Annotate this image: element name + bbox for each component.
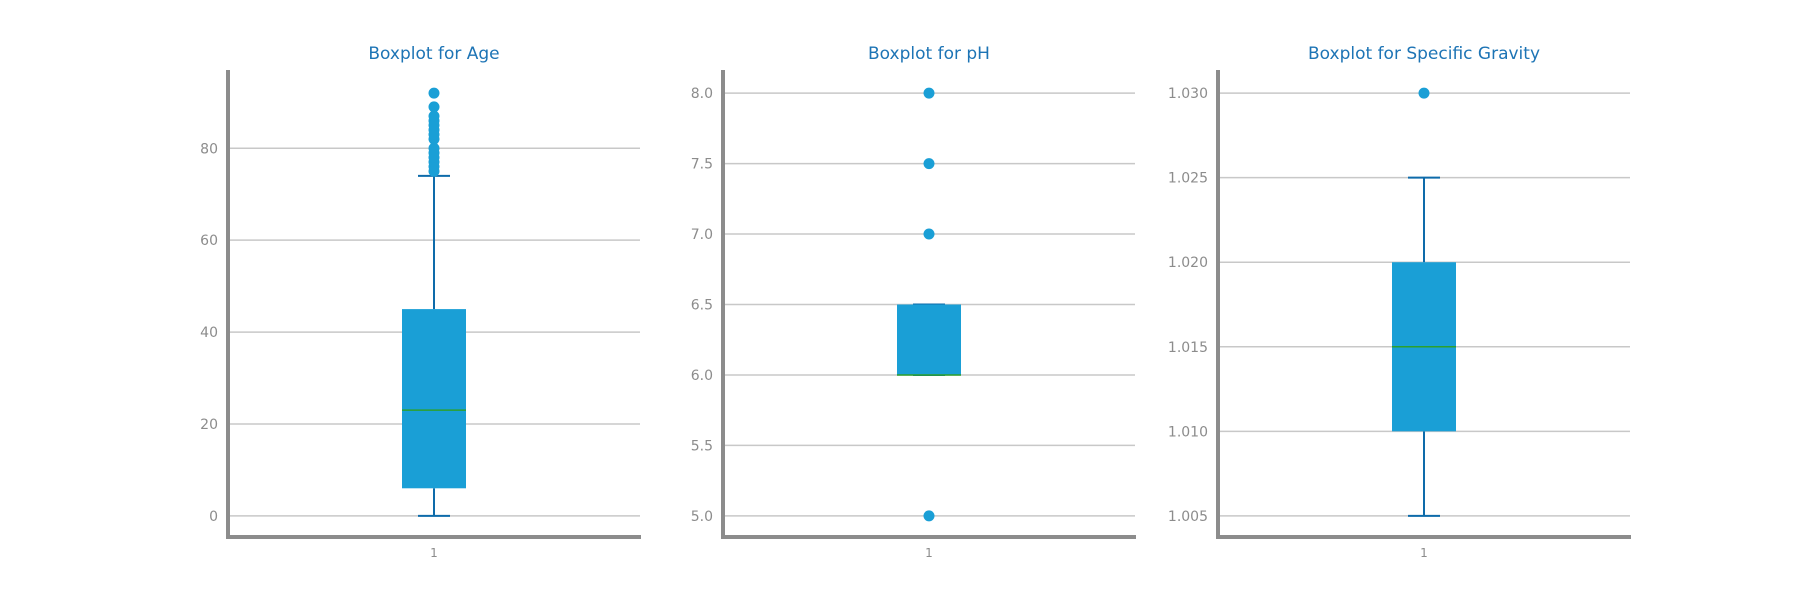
x-tick-label: 1 (430, 546, 438, 560)
y-tick-label: 1.020 (1168, 255, 1208, 271)
outlier-point (923, 510, 935, 522)
y-tick-label: 1.025 (1168, 171, 1208, 187)
chart-title: Boxplot for Age (368, 44, 499, 64)
y-tick-label: 6.0 (691, 368, 713, 384)
outlier-point (923, 158, 935, 170)
y-tick-label: 20 (200, 417, 218, 433)
outlier-point (428, 110, 440, 122)
y-tick-label: 60 (200, 233, 218, 249)
chart-panel-2: 5.0 5.5 6.0 6.5 7.0 7.5 8.0 1 Boxplot for pH (691, 44, 1136, 560)
outlier-point (1418, 87, 1430, 99)
y-tick-label: 40 (200, 325, 218, 341)
chart-title: Boxplot for Specific Gravity (1308, 44, 1540, 64)
outlier-point (428, 87, 440, 99)
y-tick-label: 8.0 (691, 86, 713, 102)
y-tick-label: 7.5 (691, 157, 713, 173)
y-tick-label: 80 (200, 141, 218, 157)
y-tick-label: 6.5 (691, 298, 713, 314)
chart-title: Boxplot for pH (868, 44, 990, 64)
chart-panel-1: 0 20 40 60 80 1 Boxplot for Age (200, 44, 641, 560)
x-tick-label: 1 (1420, 546, 1428, 560)
y-tick-label: 1.030 (1168, 86, 1208, 102)
y-tick-label: 0 (209, 509, 218, 525)
iqr-box (402, 309, 466, 489)
x-tick-label: 1 (925, 546, 933, 560)
y-tick-label: 5.5 (691, 438, 713, 454)
y-tick-label: 5.0 (691, 509, 713, 525)
outlier-point (428, 101, 440, 113)
outlier-point (428, 142, 440, 154)
iqr-box (897, 304, 961, 375)
y-tick-label: 1.005 (1168, 509, 1208, 525)
y-tick-label: 1.010 (1168, 424, 1208, 440)
outlier-point (923, 228, 935, 240)
outlier-point (923, 87, 935, 99)
chart-panel-3: 1.005 1.010 1.015 1.020 1.025 1.030 1 Boxplot f… (1168, 44, 1631, 560)
y-tick-label: 7.0 (691, 227, 713, 243)
y-tick-label: 1.015 (1168, 340, 1208, 356)
